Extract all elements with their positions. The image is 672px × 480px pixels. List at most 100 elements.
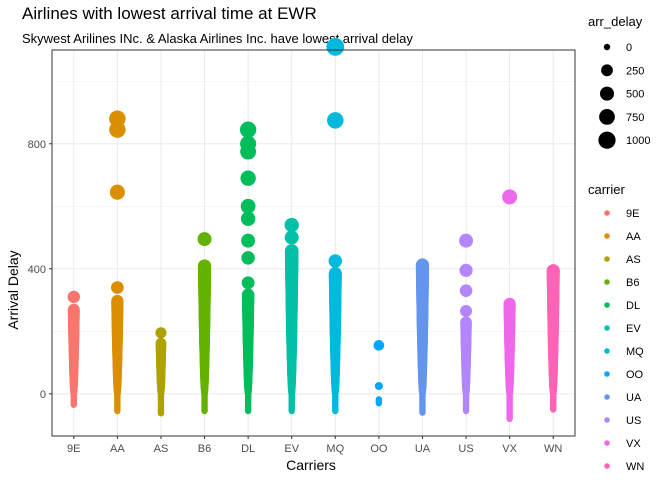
series-9e (67, 290, 80, 408)
x-tick-label: AA (110, 443, 125, 455)
x-tick-label: 9E (67, 443, 80, 455)
size-legend-label: 750 (626, 112, 644, 124)
color-legend-title: carrier (588, 182, 626, 197)
x-tick-label: UA (415, 443, 431, 455)
size-legend-title: arr_delay (588, 14, 643, 29)
x-tick-label: US (458, 443, 473, 455)
series-as (155, 327, 167, 417)
data-point (373, 340, 385, 351)
data-point (503, 297, 516, 310)
data-point (109, 110, 126, 128)
color-legend-label: OO (626, 369, 644, 381)
series-oo (373, 340, 385, 407)
data-point (241, 251, 255, 265)
y-tick-label: 400 (28, 264, 46, 276)
color-legend-key (604, 279, 610, 285)
chart-subtitle: Skywest Arilines INc. & Alaska Airlines … (22, 31, 413, 46)
data-point (459, 263, 473, 277)
color-legend-label: US (626, 415, 641, 427)
size-legend-label: 250 (626, 65, 644, 77)
data-point (109, 184, 125, 200)
axes: 0 400 800 9E AA AS B6 DL EV MQ OO UA US VX WN (28, 49, 576, 455)
data-point (241, 233, 256, 248)
data-point (67, 290, 80, 304)
color-legend-label: VX (626, 438, 641, 450)
color-legend-key (604, 233, 610, 239)
data-point (111, 281, 124, 294)
color-legend-key (604, 256, 610, 262)
color-legend-label: UA (626, 392, 642, 404)
chart-title: Airlines with lowest arrival time at EWR (22, 4, 317, 23)
size-legend-key (598, 131, 616, 149)
data-point (240, 170, 256, 186)
color-legend-key (604, 417, 610, 423)
x-tick-label: OO (370, 443, 388, 455)
data-point (155, 327, 167, 339)
x-tick-label: VX (502, 443, 517, 455)
series-vx (502, 189, 518, 423)
y-tick-label: 800 (28, 139, 46, 151)
data-point (284, 217, 299, 233)
data-point (460, 316, 472, 329)
data-point (111, 294, 124, 308)
data-point (155, 337, 167, 349)
color-legend-label: 9E (626, 208, 639, 220)
color-legend-key (604, 210, 610, 216)
series-b6 (197, 232, 212, 415)
data-point (460, 304, 473, 317)
size-legend-key (599, 86, 615, 101)
series-dl (239, 121, 257, 415)
data-point (328, 254, 343, 268)
data-point (239, 121, 257, 138)
series-mq (326, 37, 345, 415)
color-legend-key (604, 463, 610, 469)
data-point (415, 258, 430, 272)
plot-border (51, 49, 576, 437)
data-point (328, 266, 342, 281)
y-axis-title: Arrival Delay (5, 250, 21, 329)
data-point (459, 233, 474, 248)
color-legend-label: AS (626, 254, 641, 266)
color-legend-key (604, 440, 610, 446)
data-point (240, 211, 256, 227)
x-tick-label: AS (154, 443, 169, 455)
data-point (67, 303, 80, 316)
data-point (374, 381, 383, 391)
size-legend-label: 1000 (626, 135, 650, 147)
size-legend-key (601, 64, 613, 77)
series-ua (415, 258, 430, 416)
color-legend-key (604, 348, 610, 354)
color-legend-key (604, 371, 610, 377)
size-legend-label: 500 (626, 89, 644, 101)
x-tick-label: B6 (198, 443, 211, 455)
data-point (327, 112, 344, 129)
data-point (241, 288, 255, 301)
plot-panel (52, 50, 575, 436)
y-tick-label: 0 (40, 389, 46, 401)
data-points (67, 37, 560, 423)
data-point (375, 396, 383, 403)
x-tick-label: EV (284, 443, 299, 455)
data-point (240, 135, 257, 152)
color-legend-label: B6 (626, 277, 639, 289)
data-point (502, 189, 518, 205)
color-legend-key (604, 325, 610, 331)
series-wn (546, 264, 560, 413)
color-legend-key (604, 302, 610, 308)
color-legend-label: MQ (626, 346, 644, 358)
color-legend-label: WN (626, 461, 644, 473)
data-point (284, 230, 299, 245)
size-legend-key (599, 109, 615, 125)
color-legend-label: AA (626, 231, 641, 243)
data-point (326, 37, 345, 56)
x-tick-label: WN (544, 443, 562, 455)
x-axis-title: Carriers (286, 457, 336, 473)
data-point (197, 259, 212, 273)
x-tick-label: DL (241, 443, 255, 455)
series-aa (109, 110, 126, 415)
color-legend-label: EV (626, 323, 641, 335)
data-point (241, 276, 255, 290)
color-legend-key (604, 394, 610, 400)
